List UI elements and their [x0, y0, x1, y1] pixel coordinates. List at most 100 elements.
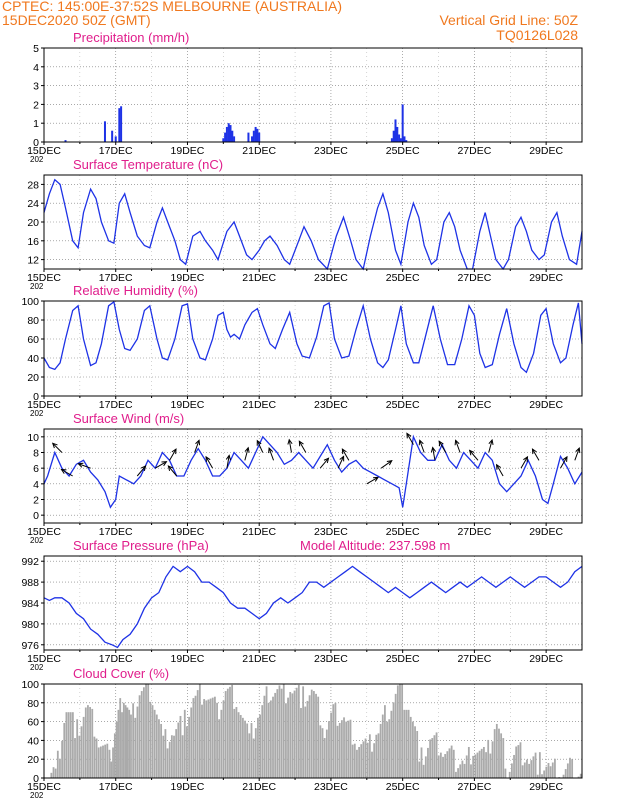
- cloud-bar: [487, 739, 490, 778]
- cloud-bar: [149, 701, 152, 778]
- x-tick-label: 25DEC: [386, 781, 420, 793]
- wind-arrow: [319, 457, 330, 469]
- cloud-bar: [153, 709, 156, 778]
- cloud-bar: [328, 721, 330, 778]
- cloud-bar: [183, 709, 186, 778]
- cloud-bar: [231, 684, 234, 778]
- wind-arrow-head: [60, 468, 67, 474]
- cloud-bar: [526, 759, 528, 778]
- panel-5: Surface Pressure (hPa) Model Altitude: 23…: [21, 538, 583, 672]
- precip-bar: [405, 140, 408, 142]
- y-tick-label: 984: [21, 598, 39, 610]
- wind-arrow: [167, 465, 178, 477]
- wind-arrow-shaft: [560, 456, 568, 469]
- wind-arrow-head: [373, 476, 380, 482]
- cloud-bar: [229, 686, 231, 778]
- cloud-bar: [142, 687, 145, 778]
- cloud-bar: [551, 762, 554, 778]
- cloud-bar: [401, 684, 404, 778]
- cloud-bar: [140, 691, 143, 778]
- panel-title: Surface Pressure (hPa): [73, 538, 209, 553]
- cloud-bar: [579, 773, 582, 778]
- precip-bar: [394, 119, 397, 142]
- cloud-bar: [448, 748, 451, 778]
- cloud-bar: [500, 733, 503, 778]
- cloud-bar: [220, 709, 223, 778]
- cloud-bar: [91, 708, 94, 778]
- x-tick-label: 15DEC: [27, 399, 61, 411]
- x-tick-label: 15DEC: [27, 781, 61, 793]
- cloud-bar: [108, 749, 111, 778]
- x-tick-label: 21DEC: [242, 526, 276, 538]
- precip-bar: [229, 125, 232, 142]
- wind-arrow: [380, 460, 393, 469]
- wind-arrow-shaft: [520, 456, 528, 469]
- panel-title: Cloud Cover (%): [73, 666, 169, 681]
- cloud-bar: [192, 698, 195, 778]
- x-tick-label: 17DEC: [99, 781, 133, 793]
- cloud-bar: [237, 712, 240, 778]
- x-tick-label: 27DEC: [457, 272, 491, 284]
- wind-arrow: [496, 463, 504, 477]
- x-tick-label: 25DEC: [386, 526, 420, 538]
- wind-arrow-shaft: [319, 457, 329, 469]
- y-tick-label: 4: [33, 62, 39, 74]
- x-tick-label: 29DEC: [529, 399, 563, 411]
- cloud-bar: [151, 705, 154, 778]
- cloud-bar: [569, 757, 571, 778]
- wind-arrow-shaft: [419, 440, 425, 453]
- cloud-bar: [287, 697, 289, 778]
- cloud-bar: [377, 733, 380, 778]
- wind-arrow-head: [531, 448, 537, 455]
- wind-arrow: [287, 438, 293, 453]
- cloud-bar: [534, 752, 537, 778]
- cloud-bar: [158, 719, 160, 778]
- y-tick-label: 12: [27, 255, 39, 267]
- cloud-bar: [80, 726, 83, 778]
- cloud-bar: [373, 743, 376, 778]
- cloud-bar: [117, 709, 120, 778]
- wind-arrow: [51, 442, 63, 453]
- x-tick-label: 21DEC: [242, 145, 276, 157]
- y-tick-label: 20: [27, 217, 39, 229]
- y-tick-label: 0: [33, 510, 39, 522]
- cloud-bar: [528, 763, 530, 778]
- cloud-bar: [386, 721, 388, 778]
- cloud-bar: [124, 705, 127, 778]
- cloud-bar: [467, 746, 470, 778]
- cloud-bar: [130, 714, 132, 778]
- cloud-bar: [304, 706, 307, 778]
- x-tick-label: 15DEC: [27, 526, 61, 538]
- cloud-bar: [317, 696, 320, 778]
- cloud-bar: [61, 740, 64, 778]
- wind-arrow-head: [256, 439, 262, 446]
- cloud-bar: [233, 708, 236, 778]
- y-tick-label: 6: [33, 463, 39, 475]
- cloud-bar: [59, 758, 61, 778]
- cloud-bar: [429, 739, 432, 778]
- cloud-bar: [396, 685, 399, 778]
- cloud-bar: [437, 755, 440, 778]
- x-tick-label: 17DEC: [99, 526, 133, 538]
- cloud-bar: [338, 723, 341, 778]
- y-tick-label: 80: [27, 315, 39, 327]
- cloud-bar: [379, 723, 382, 778]
- cloud-bar: [113, 733, 116, 778]
- cloud-bar: [399, 684, 401, 778]
- cloud-bar: [353, 743, 356, 778]
- cloud-bar: [349, 719, 352, 778]
- cloud-bar: [450, 745, 453, 778]
- wind-arrow-shaft: [488, 439, 493, 453]
- cloud-bar: [278, 685, 281, 778]
- precip-bar: [118, 108, 121, 142]
- cloud-bar: [457, 768, 459, 778]
- precip-bar: [233, 136, 236, 142]
- cloud-bar: [523, 762, 526, 778]
- cloud-bar: [104, 744, 107, 778]
- cloud-bar: [478, 750, 481, 778]
- cloud-bar: [162, 735, 165, 778]
- panel-1: Precipitation (mm/h) 0 1 2 3 4 5 15DEC 17DEC 19DE…: [27, 30, 583, 164]
- y-tick-label: 40: [27, 735, 39, 747]
- y-tick-label: 24: [27, 198, 39, 210]
- cloud-bar: [480, 748, 483, 778]
